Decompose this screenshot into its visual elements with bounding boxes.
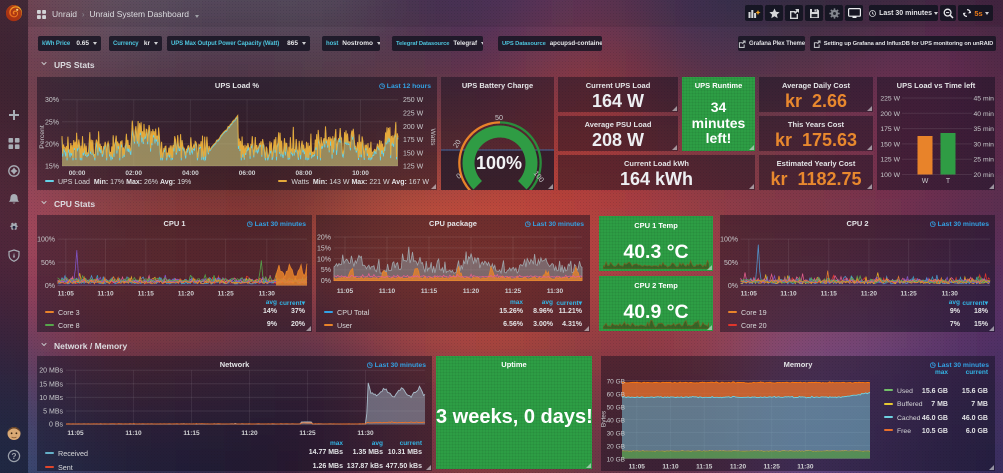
svg-text:60 GB: 60 GB: [607, 392, 625, 399]
svg-text:200 W: 200 W: [880, 111, 900, 118]
svg-text:100 W: 100 W: [880, 172, 900, 179]
svg-text:20%: 20%: [45, 141, 59, 148]
svg-text:11:10: 11:10: [780, 291, 797, 298]
svg-text:175 W: 175 W: [403, 137, 424, 144]
svg-text:250 W: 250 W: [403, 97, 424, 104]
svg-text:11:30: 11:30: [942, 291, 959, 298]
svg-text:11:05: 11:05: [741, 291, 758, 298]
svg-text:11:30: 11:30: [357, 430, 374, 437]
svg-text:10 GB: 10 GB: [607, 457, 625, 464]
svg-text:11:25: 11:25: [900, 291, 917, 298]
svg-text:06:00: 06:00: [239, 170, 256, 177]
svg-text:10 MBs: 10 MBs: [39, 395, 63, 402]
svg-text:11:05: 11:05: [629, 464, 646, 471]
svg-text:15%: 15%: [45, 164, 59, 171]
svg-text:125 W: 125 W: [403, 164, 424, 171]
svg-text:20 min: 20 min: [974, 172, 995, 179]
svg-text:11:15: 11:15: [696, 464, 713, 471]
svg-text:11:10: 11:10: [379, 288, 396, 295]
svg-text:Percent: Percent: [39, 125, 46, 149]
svg-text:200 W: 200 W: [403, 124, 424, 131]
svg-text:15 MBs: 15 MBs: [39, 381, 63, 388]
svg-text:5 MBs: 5 MBs: [43, 409, 63, 416]
svg-text:11:30: 11:30: [547, 288, 564, 295]
svg-text:0%: 0%: [728, 283, 738, 290]
svg-text:30 GB: 30 GB: [607, 431, 625, 438]
svg-text:50 GB: 50 GB: [607, 405, 625, 412]
svg-text:50%: 50%: [724, 260, 738, 267]
svg-text:Watts: Watts: [429, 128, 436, 146]
svg-text:11:20: 11:20: [463, 288, 480, 295]
svg-text:11:10: 11:10: [97, 291, 114, 298]
svg-text:11:15: 11:15: [138, 291, 155, 298]
svg-text:?: ?: [11, 451, 16, 461]
svg-text:50%: 50%: [41, 260, 55, 267]
svg-text:0%: 0%: [45, 283, 55, 290]
svg-text:10:00: 10:00: [352, 170, 369, 177]
svg-text:11:05: 11:05: [67, 430, 84, 437]
svg-text:W: W: [922, 178, 929, 185]
svg-text:T: T: [946, 178, 951, 185]
svg-text:0%: 0%: [321, 278, 331, 285]
svg-text:11:10: 11:10: [125, 430, 142, 437]
svg-text:11:20: 11:20: [178, 291, 195, 298]
svg-text:100%: 100%: [476, 153, 522, 173]
svg-text:11:30: 11:30: [259, 291, 276, 298]
svg-text:45 min: 45 min: [974, 96, 995, 103]
svg-text:125 W: 125 W: [880, 157, 900, 164]
svg-text:11:30: 11:30: [797, 464, 814, 471]
svg-text:11:15: 11:15: [821, 291, 838, 298]
svg-text:11:25: 11:25: [505, 288, 522, 295]
svg-text:25 min: 25 min: [974, 157, 995, 164]
svg-text:20 GB: 20 GB: [607, 444, 625, 451]
svg-text:00:00: 00:00: [69, 170, 86, 177]
svg-text:11:20: 11:20: [730, 464, 747, 471]
svg-text:225 W: 225 W: [403, 111, 424, 118]
svg-text:11:10: 11:10: [662, 464, 679, 471]
svg-text:25%: 25%: [45, 119, 59, 126]
svg-text:30 min: 30 min: [974, 141, 995, 148]
svg-text:20 MBs: 20 MBs: [39, 368, 63, 375]
svg-text:40 min: 40 min: [974, 111, 995, 118]
svg-text:5%: 5%: [321, 267, 331, 274]
svg-text:11:25: 11:25: [299, 430, 316, 437]
svg-text:10%: 10%: [317, 256, 331, 263]
svg-text:100%: 100%: [37, 237, 55, 244]
svg-text:150 W: 150 W: [403, 150, 424, 157]
svg-text:0 Bs: 0 Bs: [49, 422, 64, 429]
svg-text:11:15: 11:15: [183, 430, 200, 437]
svg-text:225 W: 225 W: [880, 96, 900, 103]
svg-text:100%: 100%: [720, 237, 738, 244]
svg-text:15%: 15%: [317, 245, 331, 252]
svg-text:08:00: 08:00: [295, 170, 312, 177]
svg-text:30%: 30%: [45, 97, 59, 104]
svg-text:11:20: 11:20: [241, 430, 258, 437]
svg-text:11:05: 11:05: [337, 288, 354, 295]
svg-text:Bytes: Bytes: [601, 410, 608, 427]
svg-text:04:00: 04:00: [182, 170, 199, 177]
svg-text:11:15: 11:15: [421, 288, 438, 295]
svg-text:70 GB: 70 GB: [607, 379, 625, 386]
svg-text:11:05: 11:05: [58, 291, 75, 298]
svg-text:175 W: 175 W: [880, 126, 900, 133]
svg-text:40 GB: 40 GB: [607, 418, 625, 425]
svg-text:50: 50: [495, 113, 503, 122]
svg-text:35 min: 35 min: [974, 126, 995, 133]
svg-text:20%: 20%: [317, 235, 331, 242]
svg-text:02:00: 02:00: [125, 170, 142, 177]
svg-text:150 W: 150 W: [880, 141, 900, 148]
svg-text:20: 20: [451, 138, 463, 150]
svg-text:11:25: 11:25: [217, 291, 234, 298]
svg-text:0: 0: [454, 171, 462, 181]
svg-text:11:25: 11:25: [764, 464, 781, 471]
svg-text:11:20: 11:20: [861, 291, 878, 298]
